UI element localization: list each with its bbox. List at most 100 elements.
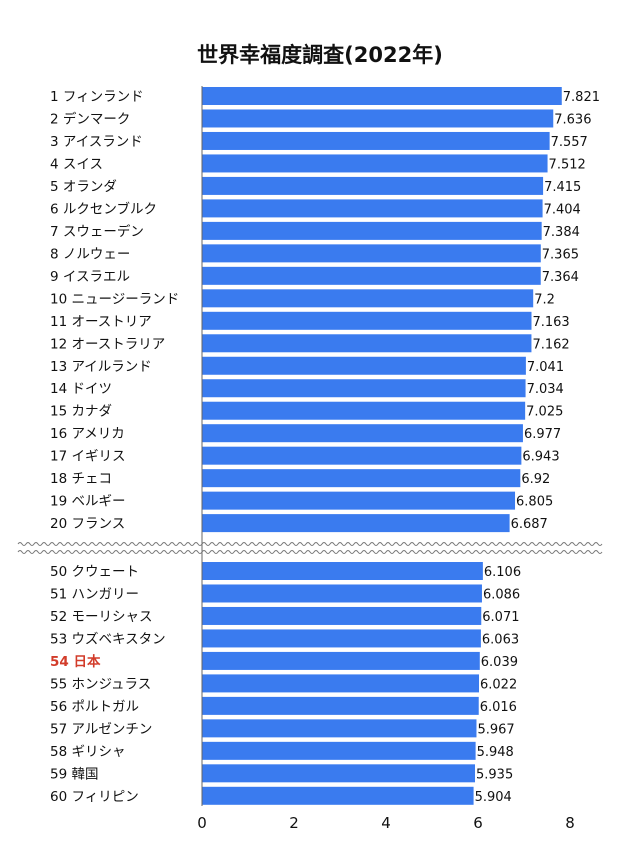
axis-break-line [17,542,603,546]
value-label: 7.384 [543,225,580,240]
bar [202,379,526,398]
value-label: 5.967 [477,722,514,737]
bar [202,266,541,285]
category-label: 13 アイルランド [50,359,152,375]
category-label: 7 スウェーデン [50,223,144,240]
bar [202,786,474,805]
axis-break-line [17,550,603,554]
category-label: 10 ニュージーランド [50,291,179,307]
value-label: 5.935 [476,767,513,782]
category-label: 53 ウズベキスタン [50,631,166,647]
value-label: 7.163 [532,315,569,330]
category-label: 17 イギリス [50,449,125,465]
x-tick-label: 2 [289,814,299,832]
value-label: 6.063 [482,632,519,647]
x-tick-label: 4 [381,814,391,832]
bar [202,154,548,173]
category-label: 50 クウェート [50,564,139,580]
category-label: 2 デンマーク [50,110,130,127]
category-label: 4 スイス [50,156,103,172]
bar [202,491,516,510]
category-label: 58 ギリシャ [50,744,125,760]
value-label: 7.415 [544,180,581,195]
value-label: 6.805 [516,495,553,510]
bar [202,651,480,670]
value-label: 7.512 [549,157,586,172]
bar [202,87,562,105]
category-label: 14 ドイツ [50,381,112,397]
value-label: 7.821 [563,90,600,105]
bar [202,629,481,648]
bar [202,244,541,263]
value-label: 7.557 [551,135,588,150]
bar [202,696,479,715]
bar [202,131,550,150]
value-label: 6.943 [522,450,559,465]
category-label: 11 オーストリア [50,314,152,330]
bar [202,289,534,308]
bar [202,109,554,128]
value-label: 6.687 [511,517,548,532]
value-label: 6.92 [521,472,550,487]
category-label: 55 ホンジュラス [50,676,151,692]
value-label: 5.948 [477,745,514,760]
bar [202,469,521,488]
bar [202,584,482,603]
value-label: 6.016 [480,700,517,715]
category-label: 9 イスラエル [50,269,130,285]
value-label: 7.364 [542,270,579,285]
category-label: 59 韓国 [50,766,98,782]
value-label: 7.365 [542,247,579,262]
bar [202,424,523,443]
category-label: 3 アイスランド [50,134,143,150]
category-label: 5 オランダ [50,179,117,195]
value-label: 6.071 [482,610,519,625]
category-label: 6 ルクセンブルク [50,200,157,217]
value-label: 5.904 [475,790,512,805]
x-tick-label: 6 [473,814,483,832]
value-label: 7.034 [527,382,564,397]
bar [202,446,522,465]
bar [202,606,482,625]
bar [202,562,483,580]
category-label: 15 カナダ [50,404,112,420]
bar [202,764,476,783]
bar [202,741,476,760]
bar [202,401,526,420]
category-label: 1 フィンランド [50,89,144,105]
value-label: 7.162 [532,337,569,352]
bar [202,356,526,375]
category-label: 57 アルゼンチン [50,721,152,737]
category-label: 20 フランス [50,516,125,532]
value-label: 6.086 [483,587,520,602]
value-label: 6.106 [484,565,521,580]
category-label: 18 チェコ [50,471,112,487]
x-tick-label: 8 [565,814,575,832]
value-label: 7.636 [554,112,591,127]
value-label: 7.025 [526,405,563,420]
category-label: 52 モーリシャス [50,609,152,625]
x-tick-label: 0 [197,814,207,832]
value-label: 7.2 [534,292,555,307]
value-label: 6.022 [480,677,517,692]
value-label: 7.041 [527,360,564,375]
bar [202,221,542,240]
bar [202,719,477,738]
bar [202,514,510,533]
category-label: 60 フィリピン [50,789,139,805]
bar [202,334,532,353]
category-label: 54 日本 [50,653,101,670]
bar [202,674,480,693]
category-label: 19 ベルギー [50,494,125,510]
category-label: 8 ノルウェー [50,246,130,262]
category-label: 56 ポルトガル [50,699,139,715]
category-label: 51 ハンガリー [50,586,139,602]
bar [202,176,544,195]
category-label: 16 アメリカ [50,426,125,442]
value-label: 7.404 [544,202,581,217]
category-label: 12 オーストラリア [50,336,165,352]
value-label: 6.977 [524,427,561,442]
bar [202,311,532,330]
value-label: 6.039 [481,655,518,670]
